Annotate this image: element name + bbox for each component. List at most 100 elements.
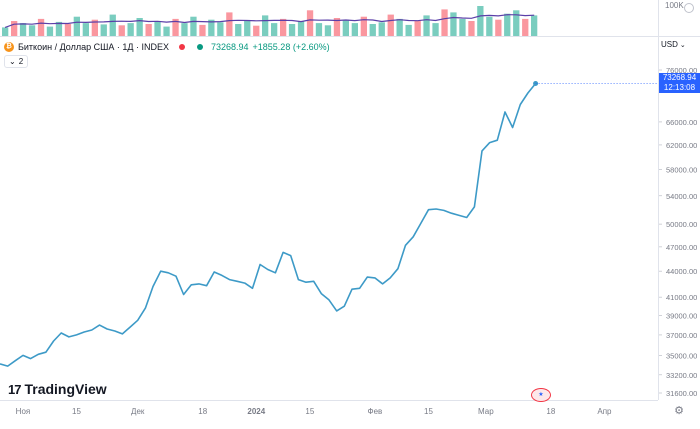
- volume-bar: [369, 24, 376, 36]
- volume-bar: [477, 6, 484, 36]
- volume-bar: [342, 19, 349, 36]
- volume-bar: [136, 18, 143, 36]
- volume-bar: [297, 21, 305, 36]
- volume-bar: [91, 19, 98, 36]
- time-tick-label: 18: [546, 407, 555, 416]
- time-tick-label: Апр: [597, 407, 612, 416]
- time-tick-label: 18: [198, 407, 207, 416]
- tradingview-logo-text: TradingView: [24, 381, 107, 397]
- time-tick-label: 15: [424, 407, 433, 416]
- volume-bar: [82, 23, 89, 36]
- volume-bar: [2, 27, 9, 36]
- volume-bar: [199, 24, 206, 36]
- price-axis-labels: 76000.00 66000.00 62000.00 58000.00 54000.00…: [659, 66, 697, 398]
- volume-bar: [181, 23, 188, 36]
- volume-bar: [46, 26, 54, 36]
- volume-bar: [288, 24, 296, 36]
- volume-bar: [154, 21, 161, 36]
- volume-bar: [315, 23, 323, 36]
- volume-bar: [459, 18, 466, 36]
- volume-bar: [190, 16, 197, 36]
- volume-ma-line: [4, 14, 535, 28]
- time-axis[interactable]: Ноя 15 Дек 18 2024 15 Фев 15 Мар 18 Апр: [0, 400, 658, 424]
- price-tick-label: 54000.00: [666, 192, 697, 201]
- volume-bar: [145, 24, 152, 36]
- chevron-down-icon: ⌄: [679, 42, 686, 49]
- volume-bar: [441, 9, 448, 36]
- price-tick-label: 33200.00: [666, 371, 697, 380]
- volume-bar: [109, 14, 116, 36]
- market-status-icon[interactable]: [178, 44, 185, 50]
- symbol-title[interactable]: Биткоин / Доллар США · 1Д · INDEX: [18, 42, 169, 52]
- bitcoin-icon: ₿: [4, 42, 14, 52]
- price-tick-label: 47000.00: [666, 243, 697, 252]
- price-change: +1855.28 (+2.60%): [252, 42, 330, 52]
- time-tick-label: Фев: [368, 407, 383, 416]
- time-tick-label: 15: [305, 407, 314, 416]
- time-tick-label: Ноя: [16, 407, 31, 416]
- price-tick-label: 58000.00: [666, 165, 697, 174]
- price-tick-label: 37000.00: [666, 331, 697, 340]
- volume-bar: [495, 19, 502, 36]
- time-tick-label: Дек: [131, 407, 145, 416]
- volume-bar: [271, 23, 278, 36]
- volume-bar: [11, 21, 18, 36]
- price-tick-label: 41000.00: [666, 293, 697, 302]
- currency-selector[interactable]: USD ⌄: [661, 40, 686, 49]
- price-tick-label: 62000.00: [666, 141, 697, 150]
- volume-bar: [360, 16, 367, 36]
- price-tick-label: 35000.00: [666, 351, 697, 360]
- volume-bar: [172, 18, 179, 36]
- bar-countdown: 12:13:08: [663, 83, 696, 93]
- volume-bar: [262, 15, 269, 36]
- volume-bar: [414, 21, 421, 36]
- price-tick-label: 31600.00: [666, 389, 697, 398]
- volume-bar: [387, 14, 394, 36]
- time-tick-label: 15: [72, 407, 81, 416]
- gear-icon[interactable]: ⚙: [674, 405, 684, 417]
- volume-bar: [64, 24, 72, 36]
- volume-bar: [19, 23, 27, 36]
- volume-bar: [280, 18, 287, 36]
- price-chart[interactable]: [0, 36, 658, 400]
- volume-bar: [432, 23, 439, 36]
- us-flag-icon[interactable]: ★: [531, 388, 551, 402]
- volume-bars: [2, 6, 538, 37]
- pane-separator[interactable]: [0, 36, 700, 37]
- volume-bar: [486, 16, 493, 36]
- volume-axis-label: 100K: [665, 1, 684, 10]
- last-price: 73268.94: [210, 42, 249, 52]
- volume-bar: [396, 18, 403, 36]
- tradingview-logo[interactable]: 17 TradingView: [8, 381, 107, 397]
- volume-bar: [522, 18, 529, 36]
- price-tick-label: 76000.00: [666, 66, 697, 75]
- price-tick-label: 50000.00: [666, 220, 697, 229]
- volume-bar: [333, 18, 341, 36]
- volume-histogram: [0, 0, 658, 37]
- tradingview-mark-icon: 17: [8, 381, 22, 397]
- volume-bar: [306, 10, 314, 37]
- volume-bar: [28, 25, 36, 36]
- price-series-line[interactable]: [0, 82, 537, 367]
- last-price-tag: 73268.94 12:13:08: [659, 73, 700, 94]
- volume-axis: 100K: [658, 0, 700, 36]
- volume-bar: [351, 23, 358, 36]
- volume-bar: [423, 15, 430, 36]
- volume-bar: [504, 13, 511, 36]
- last-price-tag-value: 73268.94: [662, 73, 697, 83]
- indicators-collapse-button[interactable]: ⌄ 2: [4, 55, 29, 68]
- price-tick-label: 44000.00: [666, 267, 697, 276]
- volume-bar: [37, 18, 45, 36]
- time-axis-labels: Ноя 15 Дек 18 2024 15 Фев 15 Мар 18 Апр: [16, 407, 612, 416]
- volume-bar: [118, 25, 125, 36]
- volume-bar: [235, 24, 242, 36]
- pane-settings-icon[interactable]: [684, 3, 694, 13]
- volume-bar: [100, 24, 107, 36]
- time-tick-label: 2024: [247, 407, 265, 416]
- symbol-legend[interactable]: ₿ Биткоин / Доллар США · 1Д · INDEX 7326…: [4, 40, 330, 54]
- volume-bar: [468, 21, 475, 36]
- chevron-down-icon: ⌄: [9, 57, 16, 66]
- price-axis[interactable]: 76000.00 66000.00 62000.00 58000.00 54000.00…: [658, 36, 700, 400]
- volume-bar: [217, 22, 224, 36]
- volume-bar: [127, 23, 134, 36]
